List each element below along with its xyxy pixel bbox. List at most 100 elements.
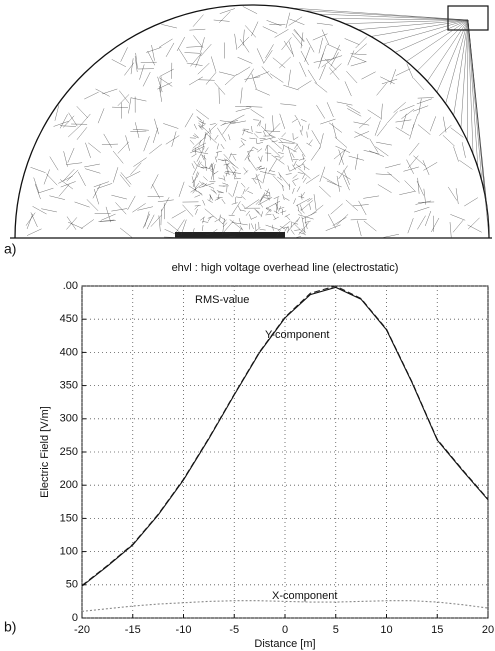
mesh-line — [319, 133, 324, 149]
mesh-line — [306, 142, 312, 147]
mesh-line — [49, 156, 59, 171]
mesh-line — [130, 162, 142, 175]
mesh-line — [258, 167, 265, 170]
mesh-line — [188, 185, 203, 195]
mesh-line — [272, 115, 274, 132]
mesh-line — [285, 173, 292, 175]
mesh-line — [297, 80, 312, 90]
mesh-line — [288, 69, 291, 86]
mesh-line — [300, 119, 307, 122]
mesh-line — [467, 19, 479, 168]
mesh-line — [216, 151, 219, 158]
mesh-line — [298, 167, 311, 179]
mesh-line — [100, 213, 116, 221]
mesh-line — [281, 132, 286, 138]
mesh-line — [268, 134, 275, 137]
mesh-line — [202, 120, 204, 127]
mesh-line — [293, 198, 296, 204]
mesh-line — [358, 19, 469, 30]
mesh-line — [338, 165, 348, 180]
mesh-line — [376, 123, 388, 137]
mesh-line — [253, 133, 259, 138]
mesh-line — [313, 194, 317, 211]
mesh-line — [205, 132, 207, 139]
mesh-line — [361, 71, 376, 80]
mesh-line — [86, 199, 99, 211]
mesh-line — [49, 195, 65, 200]
mesh-line — [250, 109, 265, 119]
mesh-line — [292, 187, 295, 194]
mesh-line — [258, 167, 265, 170]
mesh-line — [245, 68, 254, 83]
mesh-line — [219, 8, 236, 14]
y-tick-label: .00 — [63, 280, 78, 292]
mesh-line — [299, 204, 303, 211]
mesh-line — [240, 87, 243, 104]
mesh-line — [197, 147, 202, 153]
mesh-line — [190, 53, 201, 67]
mesh-line — [423, 162, 438, 171]
mesh-line — [218, 219, 224, 225]
mesh-line — [192, 160, 201, 176]
mesh-line — [370, 19, 469, 37]
mesh-line — [387, 171, 400, 183]
mesh-line — [460, 19, 469, 129]
mesh-line — [301, 216, 306, 233]
mesh-line — [240, 140, 245, 146]
x-tick-label: -10 — [176, 624, 192, 636]
mesh-line — [284, 226, 289, 232]
mesh-line — [256, 165, 261, 171]
mesh-line — [217, 193, 220, 200]
mesh-line — [32, 206, 47, 215]
mesh-line — [68, 221, 83, 229]
mesh-line — [245, 210, 250, 216]
mesh-line — [228, 134, 231, 141]
mesh-line — [281, 37, 292, 51]
mesh-line — [159, 68, 174, 77]
mesh-line — [279, 56, 291, 69]
mesh-line — [224, 158, 230, 175]
mesh-line — [210, 162, 214, 168]
mesh-line — [280, 103, 297, 106]
mesh-line — [242, 29, 245, 46]
mesh-line — [212, 189, 217, 195]
mesh-line — [271, 140, 278, 143]
y-tick-label: 50 — [66, 579, 78, 591]
mesh-line — [381, 78, 398, 85]
mesh-line — [287, 219, 298, 232]
mesh-line — [205, 233, 212, 235]
mesh-line — [197, 63, 210, 75]
mesh-line — [130, 58, 134, 75]
mesh-line — [93, 181, 109, 188]
mesh-line — [213, 171, 219, 175]
mesh-line — [332, 217, 347, 226]
mesh-line — [336, 171, 351, 180]
mesh-line — [260, 155, 263, 162]
mesh-line — [298, 196, 305, 199]
mesh-line — [198, 122, 211, 135]
mesh-line — [245, 199, 260, 209]
mesh-line — [229, 152, 232, 159]
x-tick-label: -20 — [74, 624, 90, 636]
mesh-line — [254, 208, 260, 213]
series-label: RMS-value — [195, 294, 249, 306]
mesh-line — [165, 42, 175, 57]
mesh-line — [277, 176, 283, 181]
mesh-line — [284, 197, 290, 201]
x-tick-label: 20 — [482, 624, 494, 636]
mesh-line — [251, 216, 258, 220]
mesh-line — [272, 57, 286, 69]
mesh-line — [300, 32, 304, 49]
mesh-line — [278, 207, 285, 210]
mesh-line — [30, 167, 46, 173]
x-tick-label: 0 — [282, 624, 288, 636]
mesh-line — [408, 155, 419, 169]
mesh-line — [311, 130, 321, 145]
mesh-line — [300, 50, 309, 66]
mesh-line — [407, 218, 414, 234]
mesh-line — [332, 122, 337, 139]
mesh-line — [221, 198, 226, 205]
mesh-line — [219, 120, 236, 123]
mesh-line — [334, 136, 348, 148]
mesh-line — [231, 201, 241, 215]
